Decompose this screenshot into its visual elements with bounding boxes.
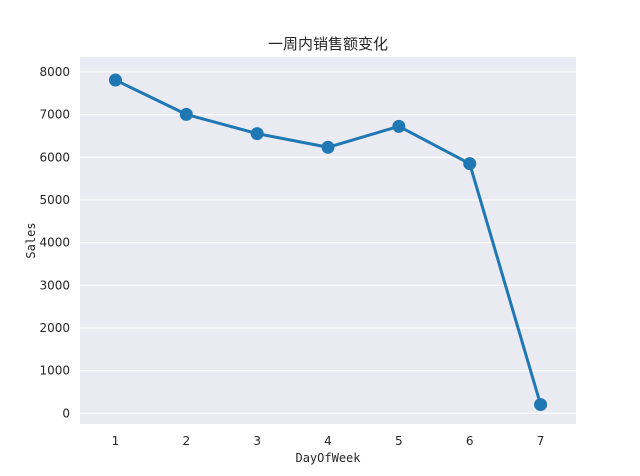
x-tick-label-7: 7 [537,434,545,448]
plot-area [80,57,576,424]
x-axis-label: DayOfWeek [295,451,361,465]
y-tick-labels: 0 1000 2000 3000 4000 5000 6000 7000 8000 [39,65,70,420]
data-point-5 [392,119,406,133]
data-point-4 [321,140,335,154]
grid-lines [80,71,576,414]
x-tick-label-5: 5 [395,434,403,448]
x-tick-label-4: 4 [324,434,332,448]
y-tick-label-8000: 8000 [39,65,70,79]
y-tick-label-7000: 7000 [39,108,70,122]
x-tick-label-6: 6 [466,434,474,448]
y-tick-label-0: 0 [62,406,70,420]
x-tick-labels: 1 2 3 4 5 6 7 [112,434,545,448]
y-axis-label: Sales [24,222,38,258]
y-tick-label-2000: 2000 [39,321,70,335]
data-point-6 [463,157,477,171]
y-tick-label-3000: 3000 [39,278,70,292]
y-tick-label-6000: 6000 [39,150,70,164]
y-tick-label-1000: 1000 [39,364,70,378]
x-tick-label-3: 3 [253,434,261,448]
data-point-1 [108,73,122,87]
data-point-3 [250,127,264,141]
y-tick-label-5000: 5000 [39,193,70,207]
y-tick-label-4000: 4000 [39,236,70,250]
x-tick-label-2: 2 [182,434,190,448]
data-point-2 [179,107,193,121]
chart-title: 一周内销售额变化 [268,35,388,53]
data-point-7 [534,398,548,412]
x-tick-label-1: 1 [112,434,120,448]
series-group [108,73,548,412]
